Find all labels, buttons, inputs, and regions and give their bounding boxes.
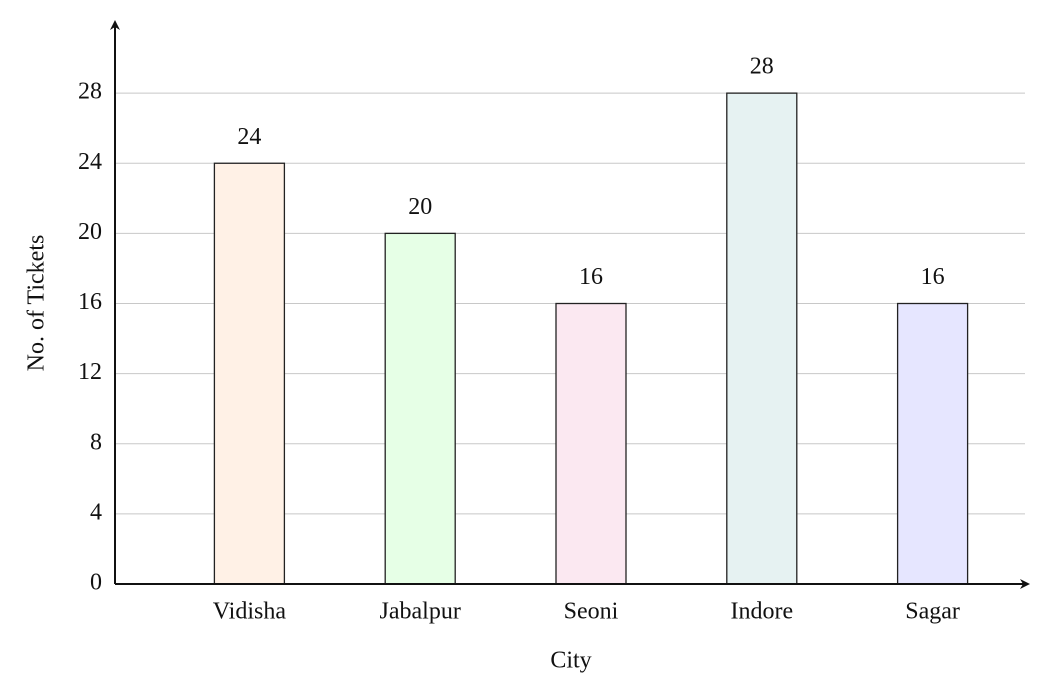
bar [555,302,627,585]
bars [213,92,969,585]
x-tick-label: Indore [730,599,793,625]
x-tick-label: Jabalpur [380,599,461,625]
x-axis-label: City [550,648,591,674]
x-tick-label: Sagar [905,599,960,625]
value-label: 16 [921,264,945,290]
value-label: 20 [408,194,432,220]
x-tick-label: Vidisha [213,599,287,625]
bar [726,92,798,585]
y-axis-label: No. of Tickets [24,235,50,372]
bar [213,162,286,585]
y-tick-label: 8 [90,429,102,455]
value-label: 28 [750,54,774,80]
value-label: 16 [579,264,603,290]
value-label: 24 [237,124,261,150]
y-tick-label: 20 [78,219,102,245]
y-tick-label: 24 [78,149,102,175]
y-tick-label: 28 [78,79,102,105]
y-tick-label: 12 [78,359,102,385]
y-tick-label: 0 [90,570,102,596]
bar [384,232,456,585]
bar [896,302,969,585]
y-tick-label: 4 [90,499,102,525]
x-tick-label: Seoni [564,599,619,625]
y-tick-label: 16 [78,289,102,315]
